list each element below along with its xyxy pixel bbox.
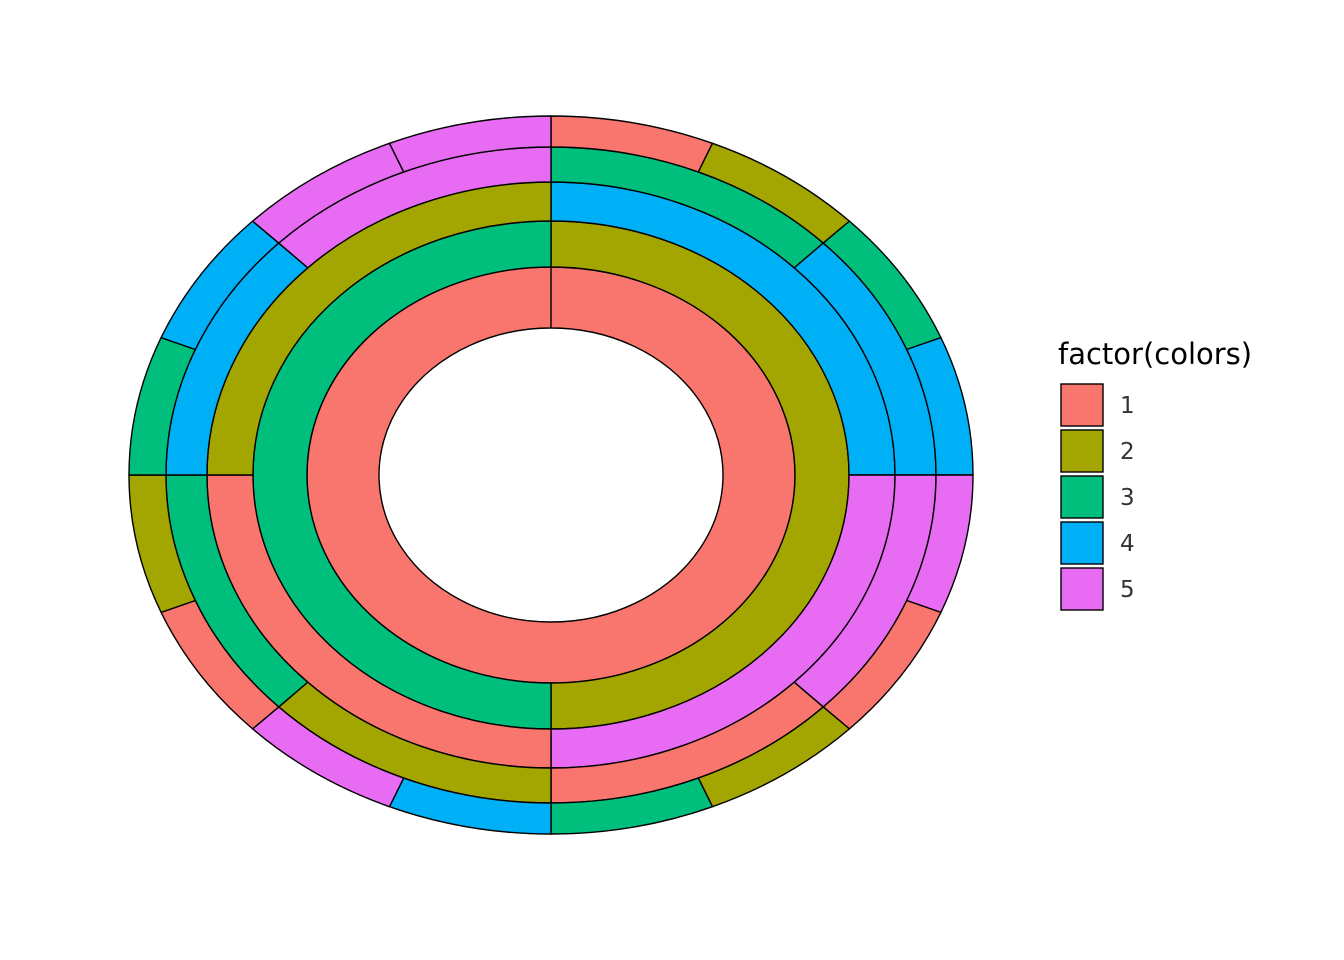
- legend-item-1: 1: [1060, 383, 1135, 427]
- ring-5: [128, 115, 974, 835]
- legend-swatch-5: [1060, 567, 1104, 611]
- ring-1: [306, 266, 796, 684]
- legend-label-2: 2: [1120, 439, 1135, 465]
- legend-item-4: 4: [1060, 521, 1135, 565]
- legend-label-1: 1: [1120, 393, 1135, 419]
- ring-5-segment-16: [388, 115, 552, 173]
- rings-layer: [128, 115, 974, 835]
- legend-label-3: 3: [1120, 485, 1135, 511]
- ring-4: [165, 146, 937, 804]
- legend: factor(colors) 1 2 3 4 5: [1058, 337, 1252, 611]
- legend-item-2: 2: [1060, 429, 1135, 473]
- legend-label-4: 4: [1120, 531, 1135, 557]
- legend-items: 1 2 3 4 5: [1060, 383, 1135, 611]
- legend-swatch-3: [1060, 475, 1104, 519]
- legend-swatch-1: [1060, 383, 1104, 427]
- legend-label-5: 5: [1120, 577, 1135, 603]
- legend-swatch-4: [1060, 521, 1104, 565]
- legend-title: factor(colors): [1058, 337, 1252, 371]
- legend-swatch-2: [1060, 429, 1104, 473]
- legend-item-5: 5: [1060, 567, 1135, 611]
- legend-item-3: 3: [1060, 475, 1135, 519]
- ring-1-segment-1: [306, 266, 796, 684]
